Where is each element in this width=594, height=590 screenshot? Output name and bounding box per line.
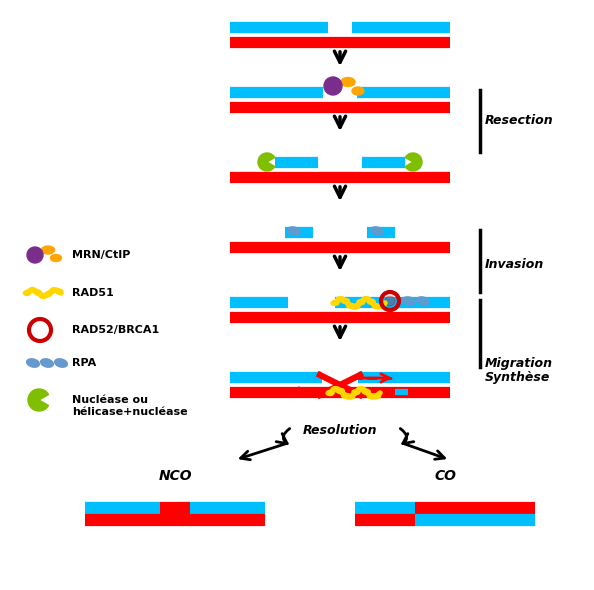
Text: RAD51: RAD51 (72, 288, 113, 298)
Ellipse shape (24, 290, 30, 296)
Text: NCO: NCO (158, 469, 192, 483)
Text: RPA: RPA (72, 358, 96, 368)
Ellipse shape (40, 359, 53, 367)
Ellipse shape (336, 388, 345, 394)
Ellipse shape (362, 297, 370, 301)
Ellipse shape (372, 394, 381, 399)
Wedge shape (405, 153, 422, 171)
Ellipse shape (287, 227, 301, 235)
Ellipse shape (336, 297, 344, 301)
Ellipse shape (34, 290, 41, 295)
Ellipse shape (416, 297, 429, 305)
Ellipse shape (50, 288, 58, 293)
Text: CO: CO (434, 469, 456, 483)
Ellipse shape (331, 300, 339, 306)
Wedge shape (258, 153, 275, 171)
Text: Invasion: Invasion (485, 258, 544, 271)
Ellipse shape (341, 77, 355, 87)
Ellipse shape (50, 254, 62, 261)
Ellipse shape (367, 299, 375, 304)
Ellipse shape (27, 359, 39, 367)
Text: RAD52/BRCA1: RAD52/BRCA1 (72, 325, 159, 335)
Ellipse shape (326, 391, 334, 395)
Ellipse shape (352, 389, 360, 395)
Ellipse shape (362, 389, 370, 394)
Ellipse shape (40, 293, 46, 299)
Ellipse shape (371, 227, 383, 235)
Ellipse shape (357, 386, 365, 392)
Text: Migration: Migration (485, 356, 553, 369)
Ellipse shape (346, 303, 355, 308)
Ellipse shape (45, 291, 52, 296)
Ellipse shape (42, 246, 55, 254)
Ellipse shape (357, 300, 365, 304)
Text: Resection: Resection (485, 113, 554, 126)
Text: MRN/CtIP: MRN/CtIP (72, 250, 130, 260)
Ellipse shape (331, 386, 339, 392)
Ellipse shape (342, 394, 349, 398)
Ellipse shape (55, 359, 67, 367)
Circle shape (324, 77, 342, 95)
Ellipse shape (342, 299, 349, 303)
Text: Nucléase ou
hélicase+nucléase: Nucléase ou hélicase+nucléase (72, 395, 188, 417)
Text: Resolution: Resolution (303, 424, 377, 438)
Text: Synthèse: Synthèse (485, 372, 551, 385)
Ellipse shape (378, 303, 386, 309)
Ellipse shape (367, 394, 375, 399)
Ellipse shape (352, 304, 360, 309)
Wedge shape (28, 389, 49, 411)
Ellipse shape (347, 394, 355, 399)
Circle shape (27, 247, 43, 263)
Ellipse shape (352, 87, 364, 95)
Ellipse shape (403, 297, 415, 305)
Circle shape (385, 296, 395, 306)
Ellipse shape (372, 304, 380, 309)
Ellipse shape (56, 289, 63, 294)
Ellipse shape (29, 287, 36, 293)
